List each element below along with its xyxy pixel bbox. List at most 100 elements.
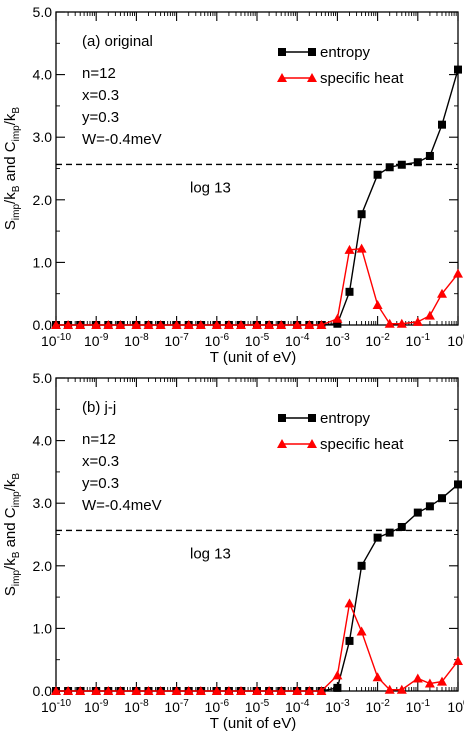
ylabel-and-c: and C bbox=[2, 507, 19, 551]
data-point-specific-heat bbox=[195, 320, 206, 329]
x-tick-exponent: -4 bbox=[301, 698, 310, 709]
x-tick-label: 10-2 bbox=[365, 698, 390, 715]
x-tick-label: 100 bbox=[447, 332, 464, 349]
data-point-entropy bbox=[413, 158, 422, 167]
data-point-specific-heat bbox=[183, 320, 194, 329]
x-tick-exponent: -10 bbox=[57, 332, 72, 343]
x-tick-label: 10-4 bbox=[285, 698, 310, 715]
data-point-specific-heat bbox=[155, 320, 166, 329]
x-tick-label: 10-10 bbox=[41, 332, 71, 349]
data-point-specific-heat bbox=[276, 686, 287, 695]
x-tick-base: 10 bbox=[406, 333, 422, 349]
data-point-specific-heat bbox=[75, 686, 86, 695]
x-tick-base: 10 bbox=[84, 333, 100, 349]
data-point-specific-heat bbox=[252, 320, 262, 329]
data-point-entropy bbox=[373, 170, 382, 179]
x-tick-exponent: -10 bbox=[57, 698, 72, 709]
x-tick-exponent: -5 bbox=[260, 332, 269, 343]
data-point-specific-heat bbox=[453, 268, 463, 278]
ylabel-sub-imp: imp bbox=[11, 491, 22, 508]
data-point-entropy bbox=[333, 319, 342, 328]
data-point-specific-heat bbox=[211, 686, 222, 695]
data-point-specific-heat bbox=[316, 320, 327, 329]
x-tick-exponent: -3 bbox=[341, 698, 350, 709]
x-tick-label: 10-5 bbox=[245, 332, 270, 349]
series-line bbox=[56, 69, 459, 326]
data-point-specific-heat bbox=[396, 684, 407, 694]
x-tick-base: 10 bbox=[41, 333, 57, 349]
y-tick-label: 0.0 bbox=[33, 317, 53, 333]
data-point-specific-heat bbox=[183, 686, 194, 695]
data-point-specific-heat bbox=[304, 686, 315, 695]
x-tick-label: 10-8 bbox=[124, 698, 149, 715]
x-tick-exponent: -4 bbox=[301, 332, 310, 343]
legend-marker bbox=[278, 414, 286, 422]
panel-parameter: n=12 bbox=[82, 65, 116, 82]
ylabel-s: S bbox=[2, 220, 19, 230]
data-point-specific-heat bbox=[195, 686, 206, 695]
data-point-specific-heat bbox=[252, 686, 262, 695]
ylabel-kb: /k bbox=[2, 113, 19, 125]
data-point-specific-heat bbox=[437, 676, 448, 686]
panel-parameter: x=0.3 bbox=[82, 87, 119, 104]
x-tick-exponent: -1 bbox=[421, 332, 430, 343]
x-tick-base: 10 bbox=[245, 333, 261, 349]
y-tick-label: 1.0 bbox=[33, 620, 53, 636]
y-tick-label: 2.0 bbox=[33, 558, 53, 574]
x-tick-base: 10 bbox=[205, 333, 221, 349]
data-point-entropy bbox=[454, 65, 462, 74]
series-entropy bbox=[52, 65, 462, 329]
x-tick-exponent: -6 bbox=[220, 698, 229, 709]
legend-marker bbox=[308, 48, 316, 56]
legend-label: specific heat bbox=[320, 70, 404, 87]
x-axis-label: T (unit of eV) bbox=[210, 349, 296, 366]
y-tick-label: 5.0 bbox=[33, 4, 53, 20]
data-point-entropy bbox=[438, 120, 447, 129]
x-tick-base: 10 bbox=[447, 333, 463, 349]
data-point-specific-heat bbox=[372, 299, 383, 309]
data-point-entropy bbox=[345, 287, 354, 296]
data-point-specific-heat bbox=[236, 686, 247, 695]
data-point-specific-heat bbox=[223, 320, 234, 329]
data-point-entropy bbox=[397, 522, 406, 531]
legend-label: specific heat bbox=[320, 436, 404, 453]
x-tick-exponent: -7 bbox=[180, 698, 189, 709]
data-point-specific-heat bbox=[264, 320, 275, 329]
data-point-specific-heat bbox=[63, 686, 74, 695]
data-point-specific-heat bbox=[91, 686, 102, 695]
y-tick-label: 4.0 bbox=[33, 433, 53, 449]
plot-frame bbox=[55, 11, 459, 326]
x-tick-base: 10 bbox=[447, 699, 463, 715]
data-point-specific-heat bbox=[372, 672, 383, 682]
x-tick-label: 10-3 bbox=[325, 698, 350, 715]
data-point-specific-heat bbox=[131, 686, 142, 695]
data-point-specific-heat bbox=[344, 598, 355, 608]
data-point-entropy bbox=[425, 151, 434, 160]
data-point-entropy bbox=[413, 508, 422, 517]
x-tick-label: 10-8 bbox=[124, 332, 149, 349]
data-point-entropy bbox=[357, 561, 366, 570]
data-point-entropy bbox=[454, 480, 462, 489]
x-tick-label: 10-1 bbox=[406, 698, 431, 715]
ylabel-sub-imp: imp bbox=[11, 570, 22, 587]
data-point-specific-heat bbox=[155, 686, 166, 695]
data-point-specific-heat bbox=[103, 686, 114, 695]
y-tick-label: 3.0 bbox=[33, 129, 53, 145]
data-point-specific-heat bbox=[412, 673, 423, 683]
data-point-specific-heat bbox=[143, 686, 154, 695]
x-tick-label: 10-7 bbox=[164, 698, 189, 715]
x-tick-label: 10-9 bbox=[84, 332, 109, 349]
x-tick-base: 10 bbox=[325, 699, 341, 715]
data-point-specific-heat bbox=[384, 684, 395, 694]
ylabel-kb: /k bbox=[2, 479, 19, 491]
x-tick-base: 10 bbox=[325, 333, 341, 349]
legend: entropy specific heat bbox=[277, 44, 404, 87]
ylabel-sub-imp: imp bbox=[11, 204, 22, 221]
data-point-specific-heat bbox=[437, 288, 448, 298]
x-tick-label: 10-4 bbox=[285, 332, 310, 349]
x-tick-base: 10 bbox=[365, 333, 381, 349]
data-point-specific-heat bbox=[143, 320, 154, 329]
legend-marker bbox=[277, 439, 287, 448]
panel-parameter: n=12 bbox=[82, 431, 116, 448]
